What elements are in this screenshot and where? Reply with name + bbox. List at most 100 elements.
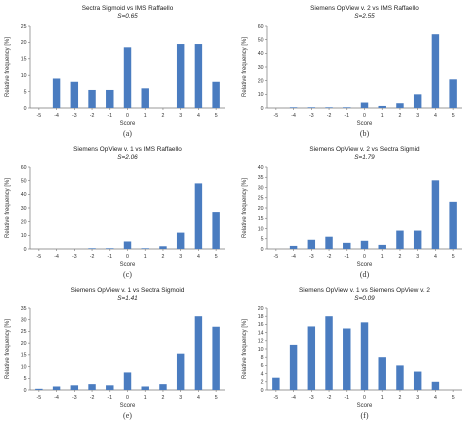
bar bbox=[325, 316, 333, 390]
chart-title: Siemens OpView v. 1 vs Sectra Sigmoid bbox=[71, 287, 185, 294]
bar bbox=[360, 240, 369, 249]
bar bbox=[212, 326, 220, 390]
y-tick-label: 40 bbox=[258, 165, 264, 171]
y-tick-label: 50 bbox=[21, 178, 27, 184]
y-tick-label: 2 bbox=[261, 380, 264, 386]
bar bbox=[106, 248, 114, 249]
x-tick-label: 3 bbox=[416, 254, 419, 260]
panel-caption: (c) bbox=[123, 270, 132, 279]
x-tick-label: -2 bbox=[90, 113, 95, 119]
x-tick-label: 2 bbox=[399, 113, 402, 119]
x-tick-label: -4 bbox=[54, 113, 59, 119]
bar bbox=[396, 365, 404, 390]
bar bbox=[194, 183, 203, 249]
x-tick-label: -1 bbox=[344, 395, 349, 401]
x-tick-label: 4 bbox=[197, 395, 200, 401]
bar bbox=[159, 246, 167, 249]
x-tick-label: 1 bbox=[381, 395, 384, 401]
x-axis-label: Score bbox=[357, 262, 373, 268]
x-tick-label: 5 bbox=[452, 254, 455, 260]
bar bbox=[307, 107, 316, 108]
bar bbox=[378, 105, 386, 108]
y-tick-label: 30 bbox=[21, 206, 27, 212]
y-tick-label: 10 bbox=[21, 233, 27, 239]
chart-title: Siemens OpView v. 1 vs IMS Raffaello bbox=[73, 146, 182, 153]
x-tick-label: -4 bbox=[54, 395, 59, 401]
bar bbox=[212, 212, 220, 249]
chart-panel-1: Siemens OpView v. 2 vs IMS RaffaelloS=2.… bbox=[242, 5, 462, 138]
panel-caption: (a) bbox=[123, 129, 132, 138]
bar bbox=[431, 34, 440, 109]
bar bbox=[289, 245, 298, 249]
chart-stat: S=0.09 bbox=[354, 295, 375, 302]
y-tick-label: 25 bbox=[21, 24, 27, 30]
bar bbox=[52, 386, 61, 390]
bar bbox=[378, 244, 386, 249]
bar bbox=[88, 89, 96, 108]
x-tick-label: -2 bbox=[90, 395, 95, 401]
y-tick-label: 20 bbox=[258, 78, 264, 84]
x-tick-label: -1 bbox=[107, 113, 112, 119]
x-tick-label: -3 bbox=[72, 113, 77, 119]
x-tick-label: 2 bbox=[162, 113, 165, 119]
x-tick-label: 5 bbox=[452, 395, 455, 401]
bar bbox=[413, 94, 422, 108]
y-tick-label: 15 bbox=[258, 216, 264, 222]
y-tick-label: 10 bbox=[21, 73, 27, 79]
x-tick-label: 5 bbox=[452, 113, 455, 119]
chart-panel-5: Siemens OpView v. 1 vs Siemens OpView v.… bbox=[242, 287, 462, 420]
bar bbox=[413, 230, 422, 249]
x-axis-label: Score bbox=[120, 121, 136, 127]
x-tick-label: 1 bbox=[381, 113, 384, 119]
x-tick-label: 4 bbox=[197, 113, 200, 119]
bar bbox=[289, 344, 298, 390]
chart-stat: S=2.55 bbox=[354, 13, 375, 20]
x-tick-label: 2 bbox=[399, 254, 402, 260]
bar bbox=[449, 201, 457, 249]
y-tick-label: 16 bbox=[258, 322, 264, 328]
x-tick-label: -2 bbox=[327, 254, 332, 260]
x-axis-label: Score bbox=[120, 403, 136, 409]
y-tick-label: 60 bbox=[21, 165, 27, 171]
y-tick-label: 0 bbox=[261, 106, 264, 112]
bar bbox=[431, 180, 440, 249]
bar bbox=[212, 81, 220, 108]
x-tick-label: -4 bbox=[291, 113, 296, 119]
chart-panel-3: Siemens OpView v. 2 vs Sectra SigmidS=1.… bbox=[242, 146, 462, 279]
x-tick-label: 1 bbox=[144, 113, 147, 119]
bar bbox=[176, 353, 185, 390]
bar bbox=[289, 107, 298, 108]
y-tick-label: 25 bbox=[258, 196, 264, 202]
bar bbox=[141, 386, 149, 390]
bar bbox=[159, 384, 167, 390]
x-tick-label: 2 bbox=[162, 395, 165, 401]
y-tick-label: 30 bbox=[258, 65, 264, 71]
y-tick-label: 20 bbox=[21, 219, 27, 225]
bar bbox=[360, 102, 369, 108]
y-tick-label: 8 bbox=[261, 355, 264, 361]
y-tick-label: 30 bbox=[21, 318, 27, 324]
y-tick-label: 18 bbox=[258, 314, 264, 320]
y-tick-label: 15 bbox=[21, 353, 27, 359]
y-tick-label: 10 bbox=[258, 226, 264, 232]
y-tick-label: 0 bbox=[24, 388, 27, 394]
x-tick-label: 2 bbox=[399, 395, 402, 401]
bar bbox=[88, 384, 96, 390]
chart-stat: S=1.41 bbox=[117, 295, 138, 302]
y-tick-label: 0 bbox=[24, 247, 27, 253]
x-tick-label: -5 bbox=[274, 395, 279, 401]
x-tick-label: 3 bbox=[416, 395, 419, 401]
y-tick-label: 50 bbox=[258, 37, 264, 43]
x-tick-label: -1 bbox=[107, 395, 112, 401]
x-tick-label: -3 bbox=[309, 113, 314, 119]
chart-stat: S=0.65 bbox=[117, 13, 138, 20]
x-tick-label: -3 bbox=[72, 395, 77, 401]
chart-panel-4: Siemens OpView v. 1 vs Sectra SigmoidS=1… bbox=[5, 287, 225, 420]
y-tick-label: 14 bbox=[258, 330, 264, 336]
panel-caption: (d) bbox=[360, 270, 370, 279]
y-tick-label: 35 bbox=[21, 306, 27, 312]
x-axis-label: Score bbox=[357, 121, 373, 127]
bar bbox=[343, 107, 351, 108]
x-tick-label: -1 bbox=[107, 254, 112, 260]
